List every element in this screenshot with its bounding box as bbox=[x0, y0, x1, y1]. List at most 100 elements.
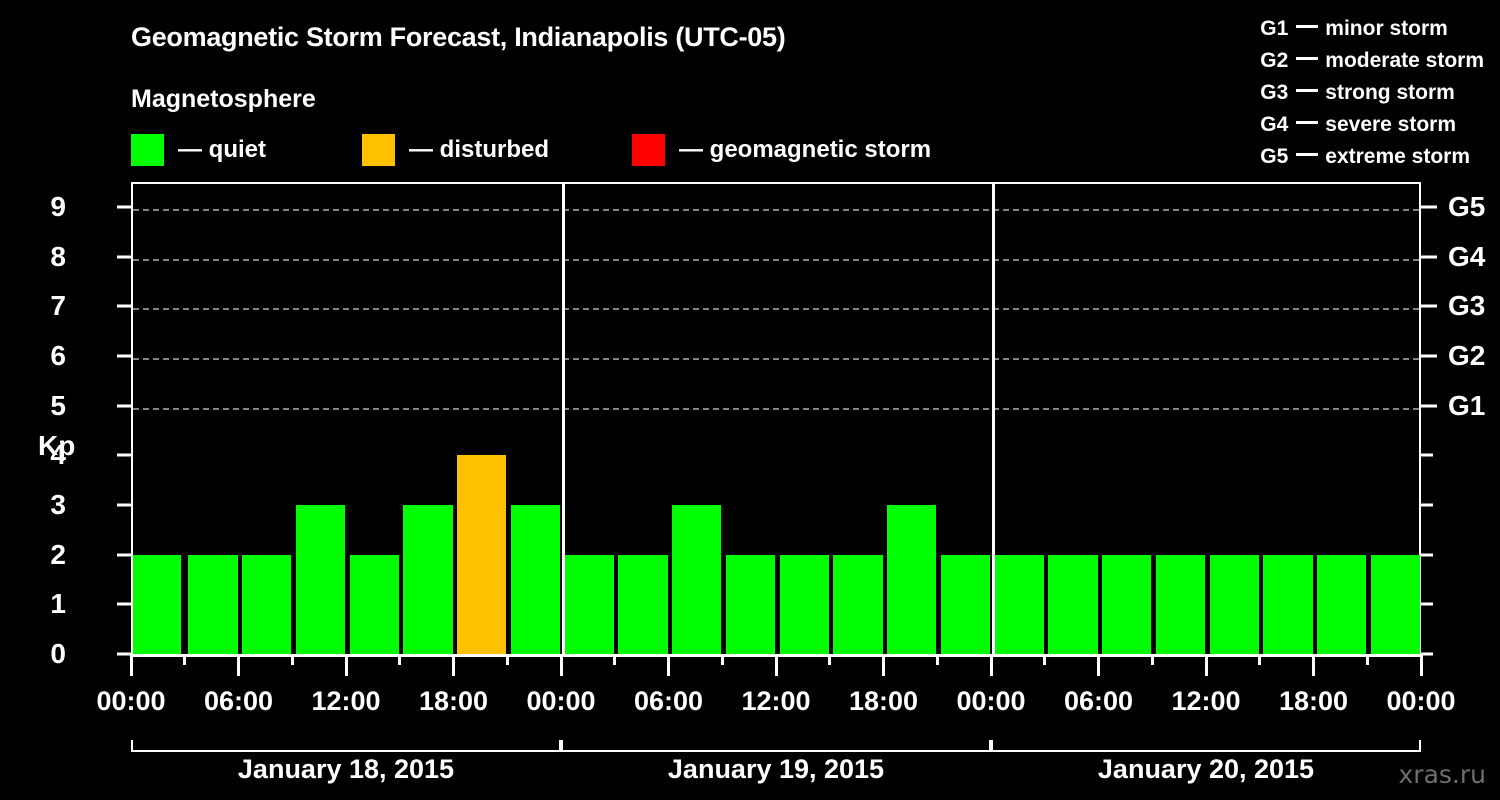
right-minor-tick-mark bbox=[1421, 602, 1433, 606]
x-tick-label: 18:00 bbox=[848, 686, 919, 716]
x-tick-major bbox=[452, 654, 455, 676]
right-tick-mark bbox=[1421, 255, 1437, 259]
bar[interactable] bbox=[940, 554, 990, 654]
g-scale-description: strong storm bbox=[1325, 81, 1455, 104]
g-scale-description: extreme storm bbox=[1325, 145, 1471, 168]
em-dash-icon bbox=[1296, 89, 1319, 93]
bar[interactable] bbox=[1048, 554, 1098, 654]
bar[interactable] bbox=[1102, 554, 1152, 654]
y-tick-label-3: 3 bbox=[50, 488, 66, 520]
x-tick-major bbox=[344, 654, 348, 676]
em-dash-icon bbox=[1296, 121, 1319, 125]
bar[interactable] bbox=[1370, 554, 1420, 654]
legend-heading: Magnetosphere bbox=[131, 85, 316, 113]
bar-series bbox=[133, 184, 1420, 654]
g-scale-legend: G1 minor storm G2 moderate storm G3 strong st… bbox=[1260, 13, 1484, 173]
y-tick-mark bbox=[117, 255, 131, 259]
x-tick-minor bbox=[1043, 654, 1047, 665]
legend-label: — disturbed bbox=[409, 136, 550, 163]
legend-item-quiet[interactable]: — quiet bbox=[131, 133, 266, 167]
y-tick-label-2: 2 bbox=[50, 538, 66, 570]
y-tick-mark bbox=[117, 304, 131, 308]
bar[interactable] bbox=[188, 554, 238, 654]
x-tick-minor bbox=[828, 654, 832, 665]
x-tick-major bbox=[989, 654, 993, 676]
bar[interactable] bbox=[457, 455, 507, 654]
g-scale-description: severe storm bbox=[1325, 113, 1457, 136]
bar[interactable] bbox=[510, 504, 560, 654]
bar[interactable] bbox=[1155, 554, 1205, 654]
y-tick-label-9: 9 bbox=[50, 190, 66, 222]
x-tick-minor bbox=[290, 654, 294, 665]
bar[interactable] bbox=[1209, 554, 1259, 654]
bar[interactable] bbox=[349, 554, 399, 654]
bar[interactable] bbox=[618, 554, 668, 654]
x-tick-minor bbox=[613, 654, 617, 665]
right-tick-label-g4: G4 bbox=[1448, 240, 1486, 272]
x-tick-minor bbox=[183, 654, 187, 665]
day-separator bbox=[561, 184, 565, 654]
plot-area bbox=[131, 182, 1421, 654]
bar[interactable] bbox=[295, 504, 345, 654]
bar[interactable] bbox=[725, 554, 775, 654]
x-tick-label: 00:00 bbox=[956, 686, 1026, 716]
day-label: January 19, 2015 bbox=[667, 754, 885, 784]
g-scale-description: moderate storm bbox=[1325, 49, 1484, 72]
legend-item-disturbed[interactable]: — disturbed bbox=[362, 133, 549, 167]
right-minor-tick-mark bbox=[1421, 652, 1433, 656]
em-dash-icon bbox=[1296, 25, 1319, 29]
y-tick-mark bbox=[117, 205, 131, 209]
x-tick-label: 06:00 bbox=[1063, 686, 1134, 716]
g-scale-row-g4: G4 severe storm bbox=[1260, 109, 1484, 141]
y-tick-mark bbox=[117, 503, 131, 507]
right-tick-mark bbox=[1421, 304, 1437, 308]
x-tick-major bbox=[667, 654, 670, 676]
x-tick-label: 18:00 bbox=[418, 686, 489, 716]
legend-swatch-geomagnetic-storm-icon bbox=[632, 134, 665, 166]
g-scale-code: G4 bbox=[1260, 113, 1289, 136]
x-tick-major bbox=[1204, 654, 1208, 676]
y-tick-label-1: 1 bbox=[50, 588, 66, 620]
g-scale-code: G5 bbox=[1260, 145, 1289, 168]
bar[interactable] bbox=[833, 554, 883, 654]
x-tick-major bbox=[559, 654, 563, 676]
y-tick-label-8: 8 bbox=[50, 240, 66, 272]
day-label: January 18, 2015 bbox=[237, 754, 455, 784]
x-tick-minor bbox=[935, 654, 939, 665]
right-minor-tick-mark bbox=[1421, 553, 1433, 557]
bar[interactable] bbox=[242, 554, 292, 654]
x-tick-major bbox=[882, 654, 885, 676]
watermark: xras.ru bbox=[1398, 760, 1487, 789]
bar[interactable] bbox=[779, 554, 829, 654]
bar[interactable] bbox=[403, 504, 453, 654]
right-tick-label-g1: G1 bbox=[1448, 389, 1486, 421]
right-minor-tick-mark bbox=[1421, 453, 1433, 457]
x-tick-label: 06:00 bbox=[633, 686, 704, 716]
x-tick-major bbox=[1312, 654, 1315, 676]
em-dash-icon bbox=[1296, 153, 1319, 157]
bar[interactable] bbox=[994, 554, 1044, 654]
gridline-kp-7 bbox=[133, 308, 1419, 311]
right-tick-label-g2: G2 bbox=[1448, 339, 1486, 371]
x-tick-minor bbox=[1150, 654, 1154, 665]
y-tick-label-0: 0 bbox=[50, 638, 66, 669]
y-tick-mark bbox=[117, 652, 131, 656]
legend-label: — geomagnetic storm bbox=[679, 136, 932, 163]
bar[interactable] bbox=[1263, 554, 1313, 654]
g-scale-code: G3 bbox=[1260, 81, 1289, 104]
x-tick-label: 12:00 bbox=[741, 686, 811, 716]
legend-swatch-disturbed-icon bbox=[362, 134, 395, 166]
x-tick-minor bbox=[398, 654, 402, 665]
y-tick-label-5: 5 bbox=[50, 389, 66, 421]
bar[interactable] bbox=[887, 504, 937, 654]
y-tick-mark bbox=[117, 602, 131, 606]
y-tick-mark bbox=[117, 354, 131, 358]
x-tick-label: 00:00 bbox=[96, 686, 166, 716]
bar[interactable] bbox=[1317, 554, 1367, 654]
legend-swatch-quiet-icon bbox=[131, 134, 164, 166]
bar[interactable] bbox=[672, 504, 722, 654]
legend-item-geomagnetic-storm[interactable]: — geomagnetic storm bbox=[632, 133, 931, 167]
bar[interactable] bbox=[133, 554, 181, 654]
x-tick-label: 18:00 bbox=[1278, 686, 1349, 716]
bar[interactable] bbox=[564, 554, 614, 654]
